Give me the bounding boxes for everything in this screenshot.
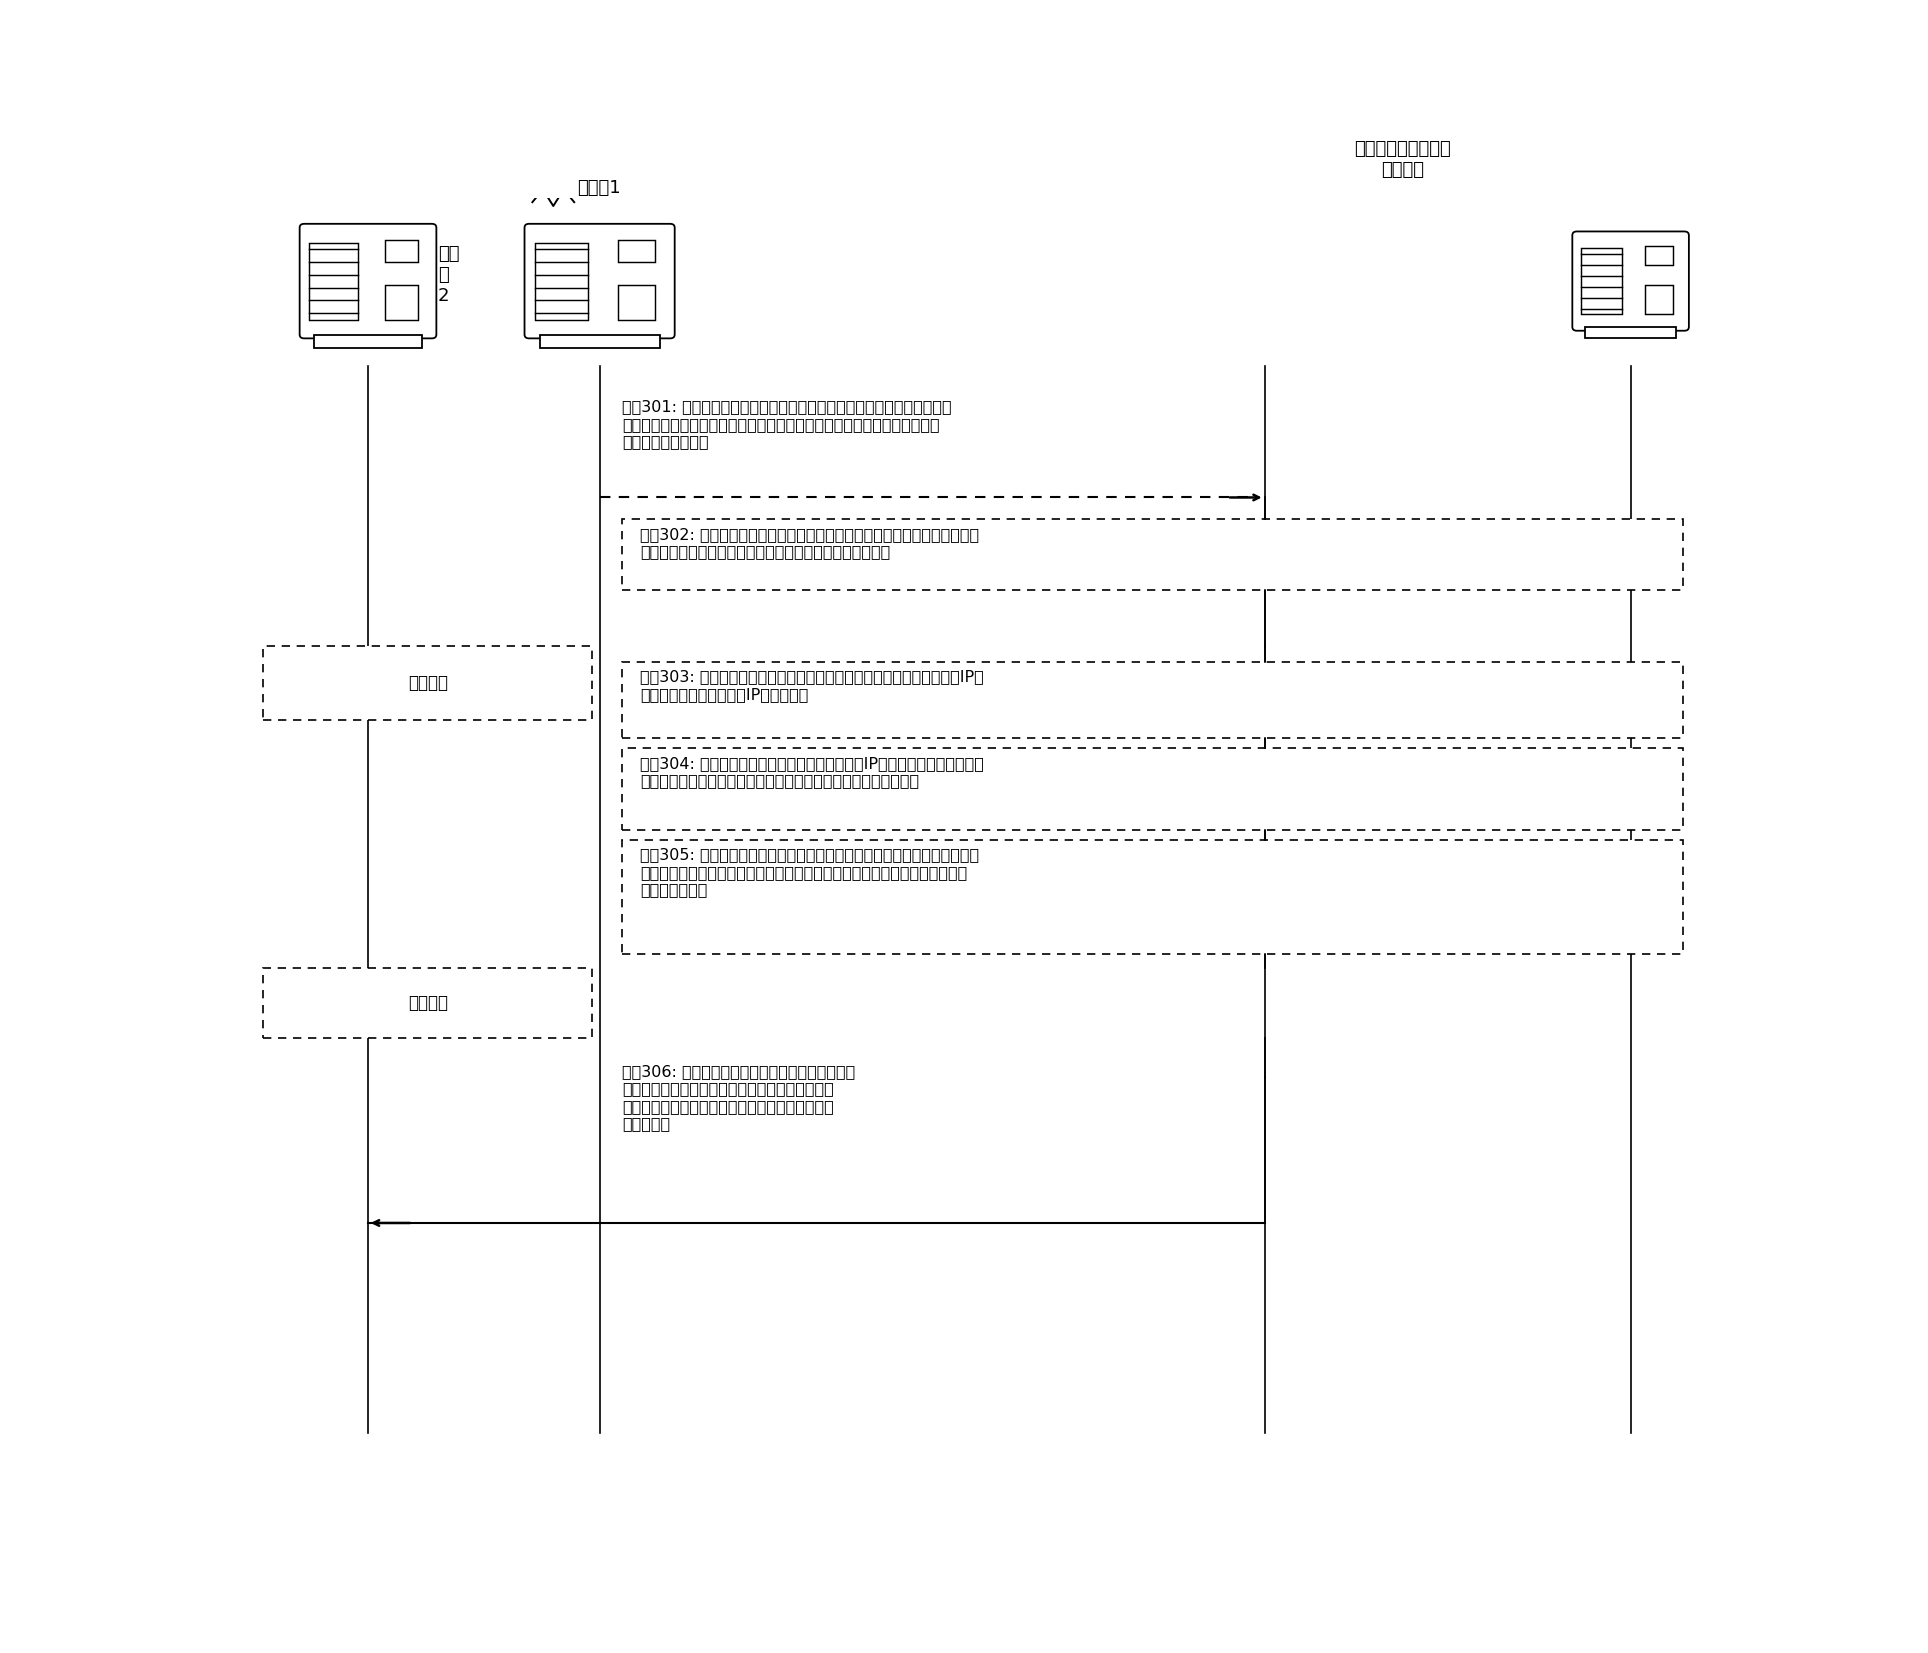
Text: 步骤305: 攻击行为的告警信息处理装置利用所述威胁信息的标记结果，对所
述第三攻击行为告警信息进行模式匹配处理，得到所述第三攻击行为告警信息
的模式匹配结果: 步骤305: 攻击行为的告警信息处理装置利用所述威胁信息的标记结果，对所 述第三… <box>640 848 979 898</box>
Bar <box>623 661 1683 737</box>
Bar <box>384 286 418 319</box>
Bar <box>623 749 1683 830</box>
Text: 步骤304: 攻击行为的告警信息处理装置基于所述IP归属地信息，对所述第三
攻击行为告警信息的威胁信息进行标记，得到威胁信息的标记结果: 步骤304: 攻击行为的告警信息处理装置基于所述IP归属地信息，对所述第三 攻击… <box>640 755 983 788</box>
Text: 步骤302: 攻击行为的告警信息处理装置根据目标系统的安全配置，对所述第
二攻击行为告警信息进行过滤，得到第三攻击行为告警信息: 步骤302: 攻击行为的告警信息处理装置根据目标系统的安全配置，对所述第 二攻击… <box>640 527 979 559</box>
Bar <box>1645 284 1674 314</box>
Text: 步骤303: 攻击行为的告警信息处理装置对所述第三攻击行为告警信息的IP归
属地信息进行查询，得到IP归属地信息: 步骤303: 攻击行为的告警信息处理装置对所述第三攻击行为告警信息的IP归 属地… <box>640 669 983 703</box>
Bar <box>534 243 588 319</box>
FancyBboxPatch shape <box>524 223 675 339</box>
Bar <box>1581 248 1621 314</box>
Text: 服务
器
2: 服务 器 2 <box>438 245 459 304</box>
Bar <box>619 240 656 261</box>
Bar <box>619 286 656 319</box>
Bar <box>264 646 592 721</box>
Bar <box>623 840 1683 954</box>
Text: 攻击事件: 攻击事件 <box>409 674 447 693</box>
Text: 步骤301: 攻击行为的告警信息处理装置获取目标系统的第一攻击行为告警
信息，并且对所述第一攻击行为告警信息进行去重处理与合并处理，得到第
二攻击行为告警信息: 步骤301: 攻击行为的告警信息处理装置获取目标系统的第一攻击行为告警 信息，并… <box>623 400 952 450</box>
FancyBboxPatch shape <box>1573 231 1689 331</box>
Text: 服务器1: 服务器1 <box>576 179 621 197</box>
Bar <box>308 243 359 319</box>
Bar <box>314 334 422 347</box>
FancyBboxPatch shape <box>299 223 436 339</box>
Bar <box>540 334 659 347</box>
Bar <box>264 969 592 1038</box>
Bar <box>1585 327 1675 339</box>
Text: 攻击行为的告警信息
处理装置: 攻击行为的告警信息 处理装置 <box>1353 141 1452 179</box>
Bar <box>1645 246 1674 264</box>
Text: 漏洞检测: 漏洞检测 <box>409 995 447 1012</box>
Text: 步骤306: 攻击行为的告警信息处理装置通过即时通
讯客户端，利用所述模式匹配结果触发所述目标系
统防御策略，通过所触发的防御策略对所述攻击行
为进行处理: 步骤306: 攻击行为的告警信息处理装置通过即时通 讯客户端，利用所述模式匹配结… <box>623 1065 856 1131</box>
Bar <box>623 519 1683 590</box>
Bar <box>384 240 418 261</box>
